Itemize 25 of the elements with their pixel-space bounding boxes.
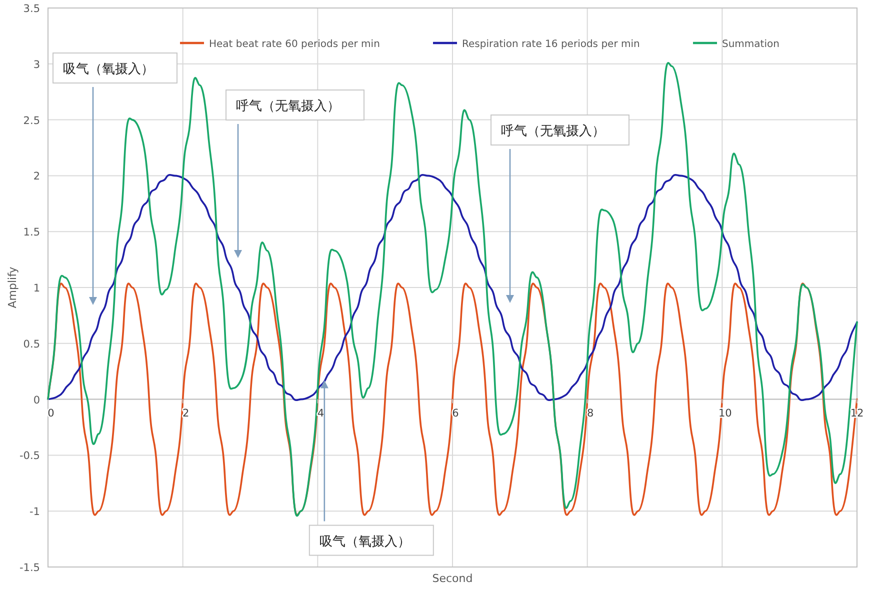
legend-label: Heat beat rate 60 periods per min (209, 39, 380, 50)
x-tick-label: 0 (48, 407, 54, 420)
y-tick-label: -0.5 (20, 450, 40, 462)
y-tick-label: -1.5 (20, 562, 40, 574)
y-axis-title: Amplify (6, 266, 19, 308)
annotation: 吸气（氧摄入） (63, 62, 154, 77)
y-tick-label: 1.5 (23, 226, 40, 239)
y-tick-label: -1 (30, 506, 40, 518)
legend-label: Summation (722, 39, 780, 50)
annotation: 呼气（无氧摄入） (236, 99, 340, 114)
y-tick-label: 1 (33, 282, 40, 294)
y-tick-label: 2 (33, 170, 40, 183)
y-tick-label: 0 (33, 394, 40, 406)
y-tick-label: 0.5 (23, 338, 40, 350)
x-tick-label: 8 (586, 407, 594, 420)
x-tick-label: 4 (317, 407, 324, 420)
y-tick-label: 2.5 (23, 114, 40, 127)
x-axis-title: Second (432, 572, 473, 585)
x-tick-label: 2 (182, 407, 190, 420)
annotation: 吸气（氧摄入） (319, 534, 410, 550)
x-tick-label: 6 (452, 407, 460, 420)
y-tick-label: 3 (33, 58, 40, 71)
y-tick-label: 3.5 (23, 3, 40, 15)
legend-label: Respiration rate 16 periods per min (462, 39, 640, 50)
annotation: 呼气（无氧摄入） (501, 124, 605, 139)
